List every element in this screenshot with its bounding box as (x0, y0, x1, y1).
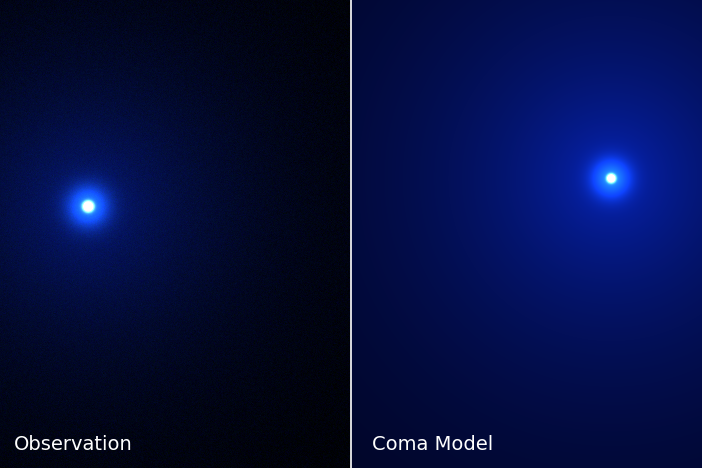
Text: Observation: Observation (14, 435, 133, 454)
Text: Coma Model: Coma Model (372, 435, 494, 454)
